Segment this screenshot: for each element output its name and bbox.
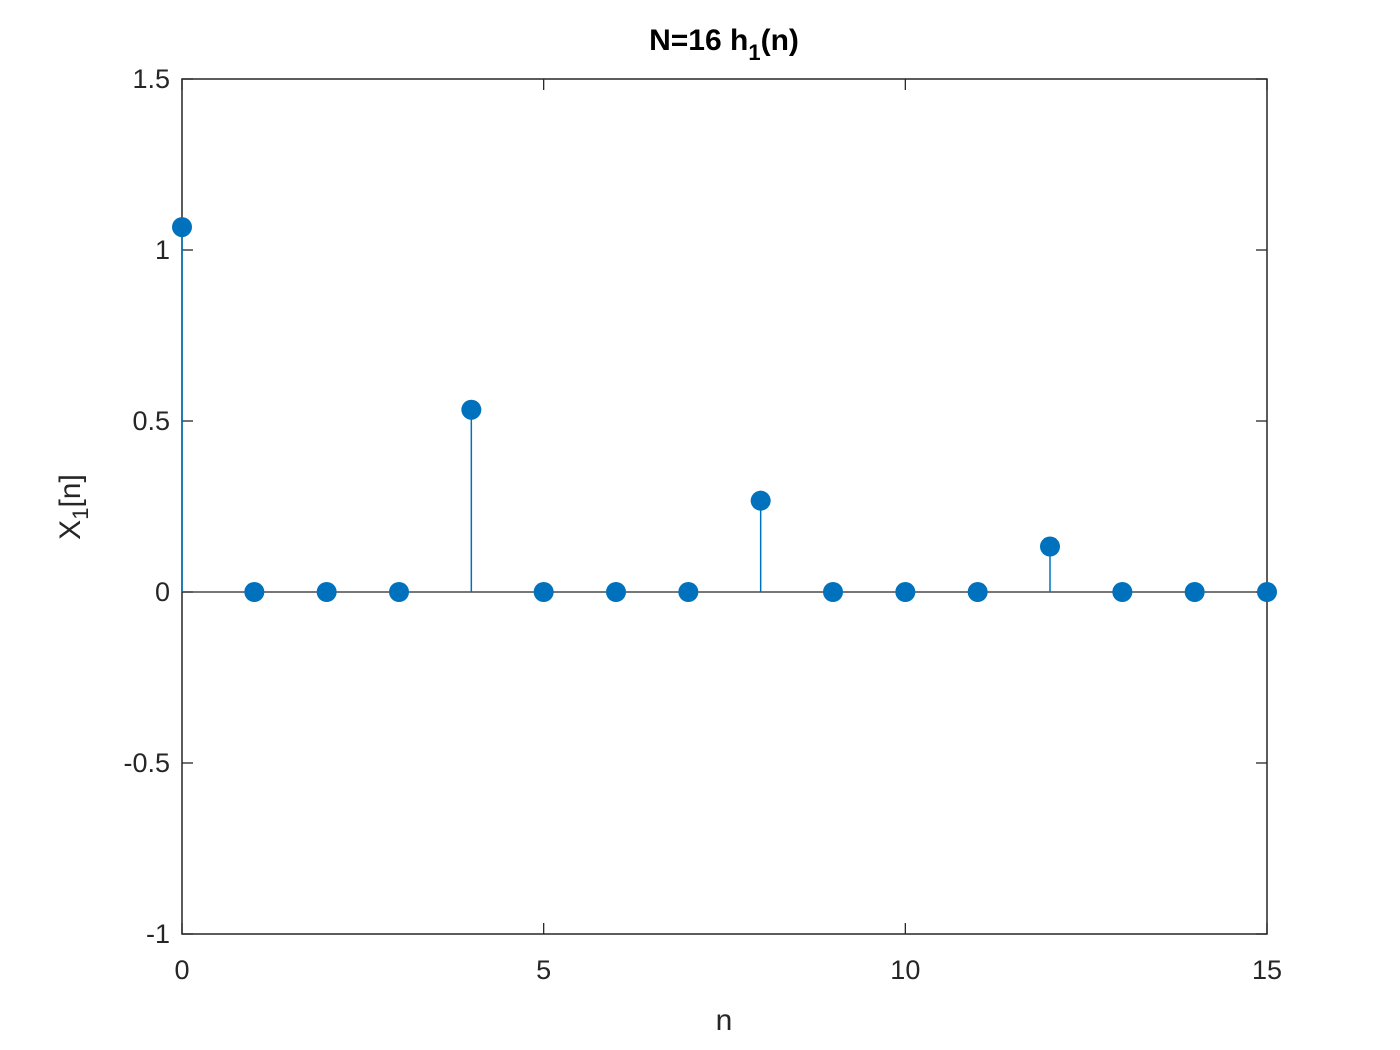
y-tick-label: 0: [155, 577, 170, 607]
stem-marker: [967, 582, 988, 602]
stem-marker: [750, 490, 771, 511]
stem-marker: [823, 582, 843, 602]
stem-marker: [533, 582, 554, 602]
axes-box: [181, 78, 1268, 935]
chart-title-suffix: (n): [761, 24, 799, 57]
y-tick-label: -0.5: [123, 748, 170, 778]
stem-marker: [1257, 582, 1277, 602]
chart-title: N=16 h1(n): [649, 24, 799, 65]
y-axis-label-suffix: [n]: [54, 474, 87, 507]
stem-marker: [172, 217, 192, 238]
y-axis-label: X1[n]: [54, 474, 93, 540]
y-axis-label-main: X: [54, 520, 87, 540]
y-tick-label: -1: [146, 919, 170, 949]
y-tick-label: 0.5: [132, 406, 170, 436]
stem-marker: [244, 582, 265, 602]
x-tick-label: 0: [174, 955, 189, 985]
stem-marker: [606, 582, 626, 602]
y-axis-label-subscript: 1: [68, 508, 93, 520]
stem-marker: [389, 582, 409, 602]
stem-marker: [316, 582, 337, 602]
stem-marker: [1112, 582, 1133, 602]
chart-title-main: N=16 h: [649, 24, 748, 57]
y-tick-label: 1: [155, 235, 170, 265]
stem-marker: [1040, 536, 1060, 557]
plot-area: 0 5 10 15 -1 -0.5 0 0.5 1 1.5: [123, 64, 1282, 985]
stem-marker: [461, 399, 482, 420]
x-axis-label: n: [716, 1004, 733, 1037]
x-tick-label: 15: [1252, 955, 1282, 985]
x-tick-label: 5: [536, 955, 551, 985]
y-tick-label: 1.5: [132, 64, 170, 94]
x-tick-label: 10: [890, 955, 920, 985]
stem-marker: [895, 582, 916, 602]
stem-marker: [1184, 582, 1205, 602]
stem-marker: [678, 582, 699, 602]
chart-title-subscript: 1: [748, 40, 760, 65]
